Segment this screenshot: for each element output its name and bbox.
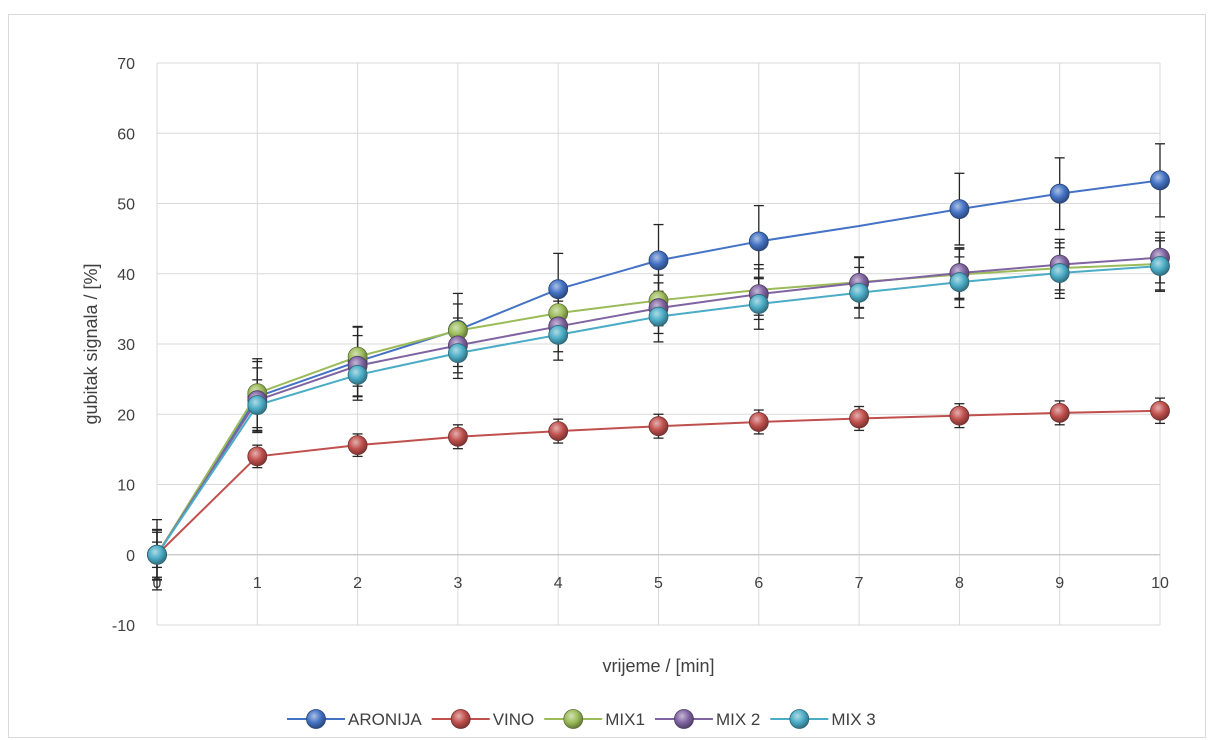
data-point: [247, 395, 268, 416]
data-point: [447, 426, 468, 447]
data-point: [748, 294, 769, 314]
x-tick-label: 2: [353, 575, 362, 592]
data-point: [849, 408, 869, 429]
y-tick-labels: -10 0 10 20 30 40 50 60 70: [112, 56, 135, 635]
data-point: [648, 250, 669, 271]
data-point: [1150, 256, 1170, 276]
x-axis-title: vrijeme / [min]: [602, 656, 714, 676]
y-tick-label: 70: [117, 56, 135, 73]
data-point: [1150, 170, 1170, 191]
x-tick-label: 1: [253, 575, 262, 592]
data-point: [748, 231, 769, 252]
legend-item: VINO: [431, 709, 535, 729]
y-tick-label: 30: [117, 337, 135, 354]
x-tick-label: 4: [554, 575, 563, 592]
y-tick-label: 0: [126, 548, 135, 565]
data-point: [748, 412, 769, 432]
x-tick-label: 3: [453, 575, 462, 592]
legend-swatch-marker: [306, 709, 326, 729]
data-point: [849, 282, 869, 303]
x-tick-label: 7: [855, 575, 864, 592]
legend-swatch-marker: [563, 709, 584, 729]
legend-swatch-marker: [789, 709, 810, 729]
legend-item: ARONIJA: [287, 709, 422, 729]
data-point: [548, 279, 569, 300]
data-point: [347, 365, 368, 385]
gridlines: [156, 62, 1161, 626]
data-point: [648, 306, 669, 327]
legend-item: MIX1: [544, 709, 645, 729]
data-point: [949, 405, 970, 426]
data-point: [1150, 400, 1170, 421]
legend-label: MIX 2: [716, 710, 760, 729]
data-point: [548, 421, 569, 442]
legend-label: ARONIJA: [348, 710, 422, 729]
y-tick-label: 60: [117, 126, 135, 143]
x-tick-label: 6: [754, 575, 763, 592]
y-axis-title: gubitak signala / [%]: [81, 263, 101, 424]
legend-label: MIX 3: [831, 710, 875, 729]
data-point: [949, 272, 970, 293]
data-point: [648, 416, 669, 437]
data-point: [247, 446, 268, 467]
data-point: [1049, 183, 1070, 204]
y-tick-label: -10: [112, 618, 135, 635]
legend-item: MIX 2: [654, 709, 760, 729]
legend-swatch-marker: [450, 709, 471, 729]
x-tick-label: 5: [654, 575, 663, 592]
legend-swatch-marker: [674, 709, 694, 729]
y-tick-label: 10: [117, 478, 135, 495]
legend-label: VINO: [493, 710, 535, 729]
y-tick-label: 50: [117, 197, 135, 214]
data-point: [147, 544, 167, 565]
legend-label: MIX1: [605, 710, 645, 729]
legend-item: MIX 3: [770, 709, 876, 729]
legend: ARONIJA VINO MIX1 MIX 2 MIX 3: [287, 709, 876, 729]
series-markers: [147, 170, 1170, 565]
y-tick-label: 20: [117, 407, 135, 424]
data-point: [1049, 263, 1070, 283]
data-point: [447, 343, 468, 364]
data-point: [1049, 402, 1070, 423]
data-point: [949, 199, 970, 220]
data-point: [347, 435, 368, 456]
x-tick-label: 8: [955, 575, 964, 592]
x-tick-label: 9: [1055, 575, 1064, 592]
y-tick-label: 40: [117, 267, 135, 284]
x-tick-label: 10: [1151, 575, 1169, 592]
chart-frame: [8, 14, 1206, 738]
data-point: [548, 324, 569, 345]
